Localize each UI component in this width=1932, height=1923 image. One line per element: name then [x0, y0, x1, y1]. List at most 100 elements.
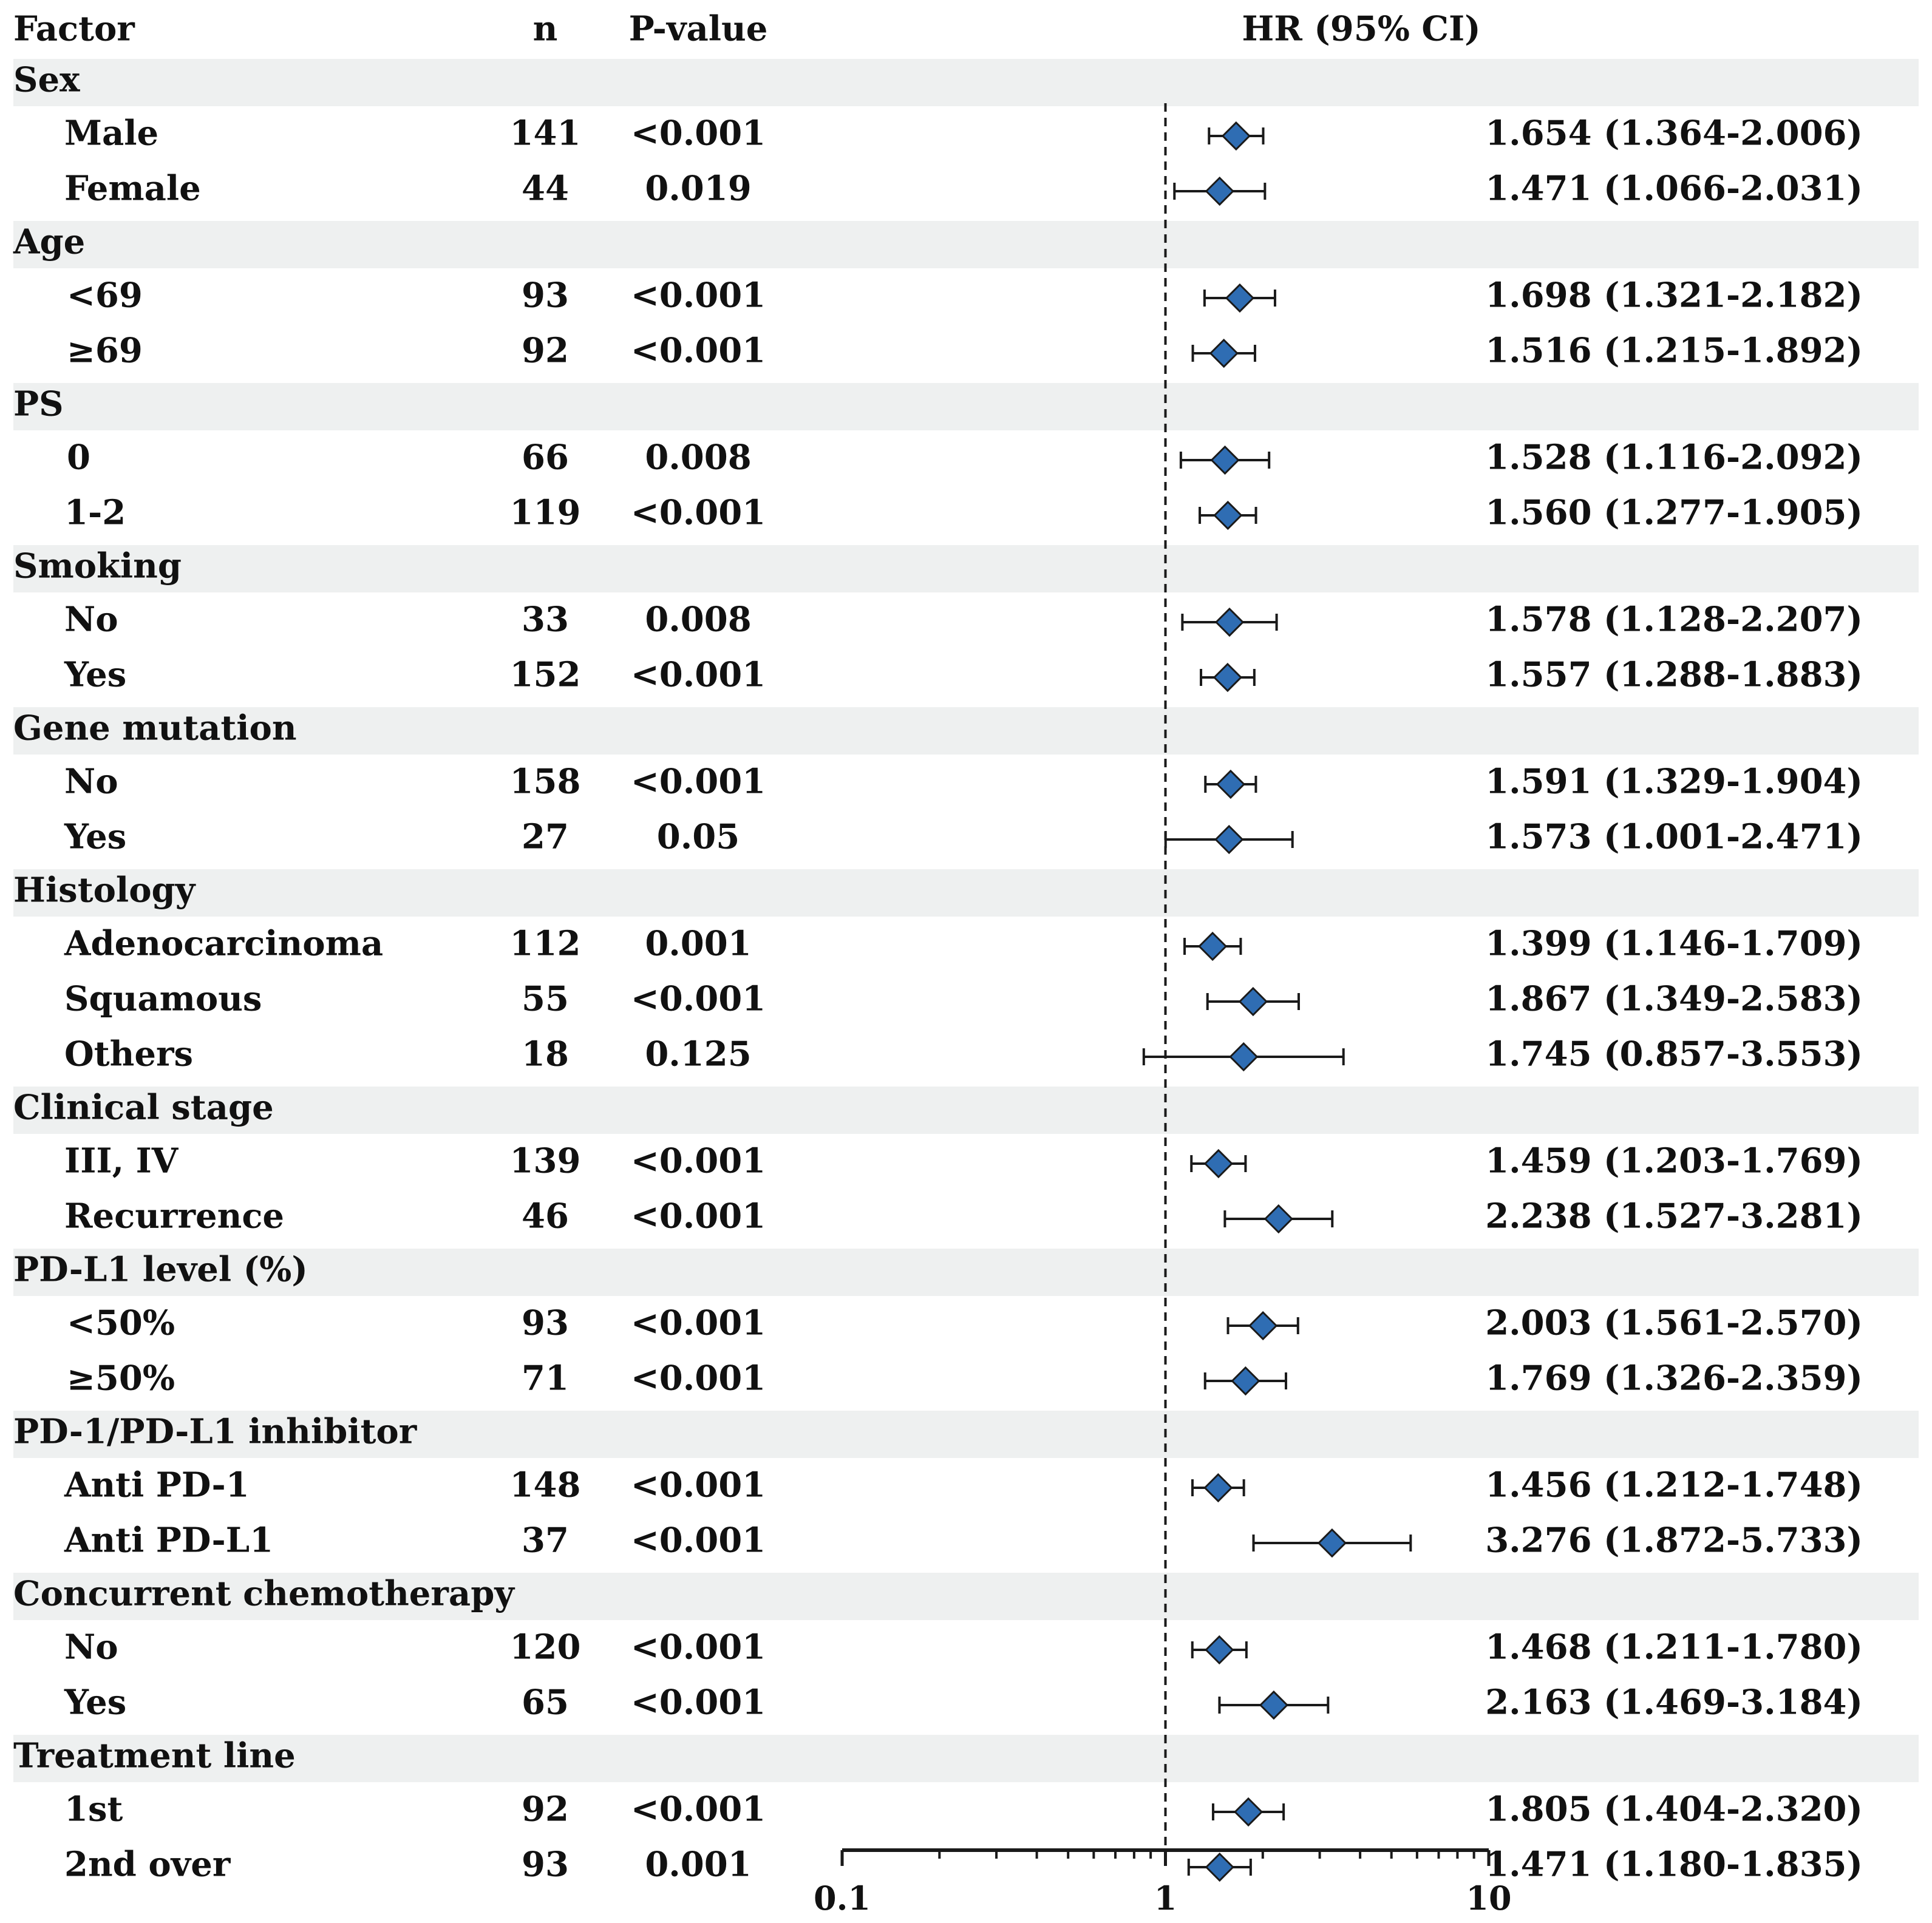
hr-marker	[1229, 1042, 1259, 1072]
row-n: 66	[522, 438, 569, 478]
row-hr-ci: 1.528 (1.116-2.092)	[1485, 438, 1863, 478]
row-n: 119	[510, 493, 581, 533]
row-label: Male	[64, 114, 158, 154]
row-p-value: 0.05	[657, 817, 740, 857]
row-n: 148	[510, 1465, 581, 1505]
row-n: 33	[522, 600, 569, 640]
row-label: Yes	[64, 655, 126, 695]
row-n: 71	[522, 1358, 569, 1399]
group-label: Smoking	[13, 546, 182, 586]
row-hr-ci: 1.654 (1.364-2.006)	[1485, 114, 1863, 154]
row-n: 27	[522, 817, 569, 857]
group-band	[13, 1087, 1919, 1134]
row-p-value: <0.001	[631, 493, 766, 533]
row-hr-ci: 1.560 (1.277-1.905)	[1485, 493, 1863, 533]
row-n: 93	[522, 1303, 569, 1343]
row-hr-ci: 1.769 (1.326-2.359)	[1485, 1358, 1863, 1399]
group-label: PD-1/PD-L1 inhibitor	[13, 1412, 418, 1452]
row-label: <50%	[67, 1303, 175, 1343]
group-label: PD-L1 level (%)	[13, 1250, 308, 1290]
header-p-value: P-value	[629, 9, 768, 49]
hr-marker	[1210, 445, 1240, 475]
row-p-value: <0.001	[631, 114, 766, 154]
row-label: Adenocarcinoma	[64, 924, 383, 964]
row-p-value: 0.125	[645, 1034, 751, 1074]
row-label: No	[64, 600, 118, 640]
hr-marker	[1248, 1311, 1278, 1341]
row-label: III, IV	[64, 1141, 179, 1181]
row-hr-ci: 1.468 (1.211-1.780)	[1485, 1627, 1863, 1667]
row-hr-ci: 2.163 (1.469-3.184)	[1485, 1683, 1863, 1723]
row-hr-ci: 1.698 (1.321-2.182)	[1485, 276, 1863, 316]
group-bands	[13, 59, 1919, 1782]
hr-marker	[1209, 338, 1239, 368]
row-label: Female	[64, 169, 201, 209]
group-band	[13, 1735, 1919, 1782]
hr-marker	[1259, 1690, 1289, 1720]
row-n: 139	[510, 1141, 581, 1181]
row-n: 93	[522, 276, 569, 316]
hr-marker	[1205, 1635, 1234, 1665]
group-label: Histology	[13, 870, 196, 911]
group-band	[13, 1249, 1919, 1296]
row-p-value: <0.001	[631, 1303, 766, 1343]
row-p-value: 0.008	[645, 438, 751, 478]
hr-marker	[1221, 121, 1251, 151]
row-hr-ci: 1.573 (1.001-2.471)	[1485, 817, 1863, 857]
group-band	[13, 545, 1919, 592]
row-p-value: 0.008	[645, 600, 751, 640]
group-band	[13, 59, 1919, 106]
row-label: <69	[67, 276, 143, 316]
group-band	[13, 869, 1919, 917]
row-p-value: <0.001	[631, 1789, 766, 1830]
row-label: Squamous	[64, 979, 262, 1019]
hr-marker	[1203, 1148, 1233, 1179]
row-label: ≥50%	[67, 1358, 175, 1399]
group-band	[13, 1573, 1919, 1620]
group-label: Gene mutation	[13, 708, 297, 748]
hr-marker	[1231, 1366, 1260, 1396]
row-hr-ci: 3.276 (1.872-5.733)	[1485, 1521, 1863, 1561]
group-label: Sex	[13, 60, 80, 100]
row-label: 1-2	[64, 493, 126, 533]
row-n: 120	[510, 1627, 581, 1667]
row-label: ≥69	[67, 331, 143, 371]
row-label: Anti PD-1	[64, 1465, 250, 1505]
row-label: Yes	[64, 1683, 126, 1723]
row-p-value: <0.001	[631, 331, 766, 371]
row-p-value: <0.001	[631, 1521, 766, 1561]
row-p-value: <0.001	[631, 1196, 766, 1236]
row-n: 92	[522, 1789, 569, 1830]
row-label: 1st	[64, 1789, 123, 1830]
x-tick-label: 10	[1466, 1879, 1511, 1918]
row-hr-ci: 1.471 (1.180-1.835)	[1485, 1845, 1863, 1885]
row-n: 46	[522, 1196, 569, 1236]
row-n: 65	[522, 1683, 569, 1723]
x-axis: 0.1 1 10	[814, 1848, 1512, 1918]
row-n: 112	[510, 924, 581, 964]
hr-marker	[1203, 1473, 1233, 1503]
hr-marker	[1214, 607, 1245, 637]
group-label: Age	[13, 222, 85, 262]
hr-marker	[1264, 1204, 1293, 1234]
row-label: Recurrence	[64, 1196, 284, 1236]
row-hr-ci: 1.867 (1.349-2.583)	[1485, 979, 1863, 1019]
hr-marker	[1216, 769, 1246, 799]
row-label: No	[64, 1627, 118, 1667]
row-hr-ci: 2.003 (1.561-2.570)	[1485, 1303, 1863, 1343]
row-p-value: <0.001	[631, 1465, 766, 1505]
hr-marker	[1205, 176, 1234, 206]
header-hr-ci: HR (95% CI)	[1242, 9, 1480, 49]
hr-marker	[1233, 1797, 1264, 1827]
forest-marks	[1142, 121, 1412, 1882]
row-hr-ci: 2.238 (1.527-3.281)	[1485, 1196, 1863, 1236]
row-n: 92	[522, 331, 569, 371]
row-n: 55	[522, 979, 569, 1019]
row-n: 44	[522, 169, 569, 209]
group-label: Treatment line	[13, 1736, 296, 1776]
table-rows: Sex Male 141 <0.001 1.654 (1.364-2.006) Femal…	[13, 60, 1863, 1885]
group-band	[13, 383, 1919, 430]
hr-marker	[1225, 283, 1255, 313]
row-p-value: <0.001	[631, 1683, 766, 1723]
